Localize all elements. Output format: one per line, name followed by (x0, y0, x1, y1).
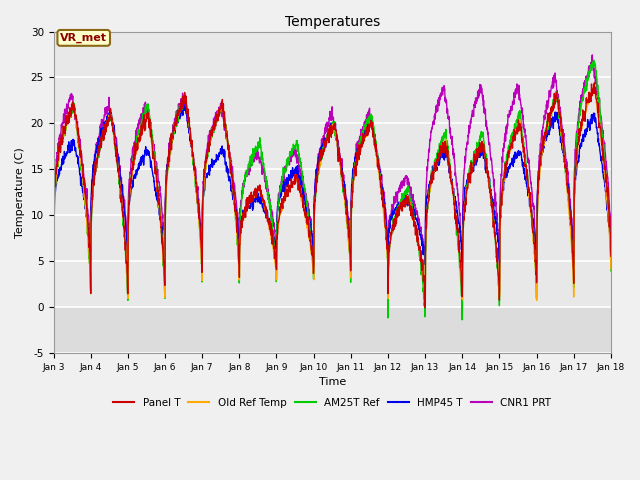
CNR1 PRT (360, 120, 368, 125)
Panel T (495, 272, 502, 278)
Old Ref Temp (348, 194, 356, 200)
CNR1 PRT (495, 236, 502, 242)
AM25T Ref (607, 268, 614, 274)
Old Ref Temp (205, 144, 212, 150)
Old Ref Temp (607, 266, 614, 272)
Line: Old Ref Temp: Old Ref Temp (54, 87, 611, 300)
Old Ref Temp (360, 135, 368, 141)
AM25T Ref (360, 125, 368, 131)
HMP45 T (607, 261, 614, 267)
Line: HMP45 T: HMP45 T (54, 103, 611, 270)
Panel T (348, 195, 356, 201)
HMP45 T (205, 172, 213, 178)
Old Ref Temp (589, 84, 597, 90)
Panel T (421, 305, 429, 311)
Line: Panel T: Panel T (54, 83, 611, 308)
HMP45 T (361, 128, 369, 133)
AM25T Ref (458, 317, 466, 323)
HMP45 T (50, 256, 58, 262)
HMP45 T (182, 100, 189, 106)
AM25T Ref (558, 132, 566, 138)
HMP45 T (495, 241, 502, 247)
Old Ref Temp (494, 267, 502, 273)
Old Ref Temp (50, 285, 58, 290)
CNR1 PRT (558, 123, 566, 129)
Panel T (607, 253, 614, 259)
AM25T Ref (495, 282, 502, 288)
Panel T (50, 261, 58, 267)
AM25T Ref (205, 143, 212, 148)
HMP45 T (558, 141, 566, 147)
AM25T Ref (348, 192, 356, 198)
AM25T Ref (573, 133, 581, 139)
Old Ref Temp (558, 135, 566, 141)
HMP45 T (124, 267, 132, 273)
CNR1 PRT (607, 232, 614, 238)
Line: CNR1 PRT: CNR1 PRT (54, 55, 611, 268)
CNR1 PRT (205, 135, 212, 141)
X-axis label: Time: Time (319, 377, 346, 387)
HMP45 T (349, 168, 356, 173)
AM25T Ref (50, 287, 58, 293)
Y-axis label: Temperature (C): Temperature (C) (15, 147, 25, 238)
Panel T (558, 127, 566, 132)
CNR1 PRT (348, 180, 356, 185)
Old Ref Temp (573, 151, 581, 156)
CNR1 PRT (50, 251, 58, 257)
Panel T (360, 133, 368, 139)
AM25T Ref (589, 57, 597, 63)
Old Ref Temp (533, 298, 541, 303)
CNR1 PRT (573, 127, 581, 133)
Text: VR_met: VR_met (60, 33, 108, 43)
Panel T (591, 80, 598, 85)
Title: Temperatures: Temperatures (285, 15, 380, 29)
CNR1 PRT (588, 52, 596, 58)
Line: AM25T Ref: AM25T Ref (54, 60, 611, 320)
Legend: Panel T, Old Ref Temp, AM25T Ref, HMP45 T, CNR1 PRT: Panel T, Old Ref Temp, AM25T Ref, HMP45 … (109, 394, 556, 412)
Panel T (205, 149, 212, 155)
CNR1 PRT (458, 265, 466, 271)
HMP45 T (573, 160, 581, 166)
Panel T (573, 143, 581, 149)
Bar (54, 307, 611, 353)
